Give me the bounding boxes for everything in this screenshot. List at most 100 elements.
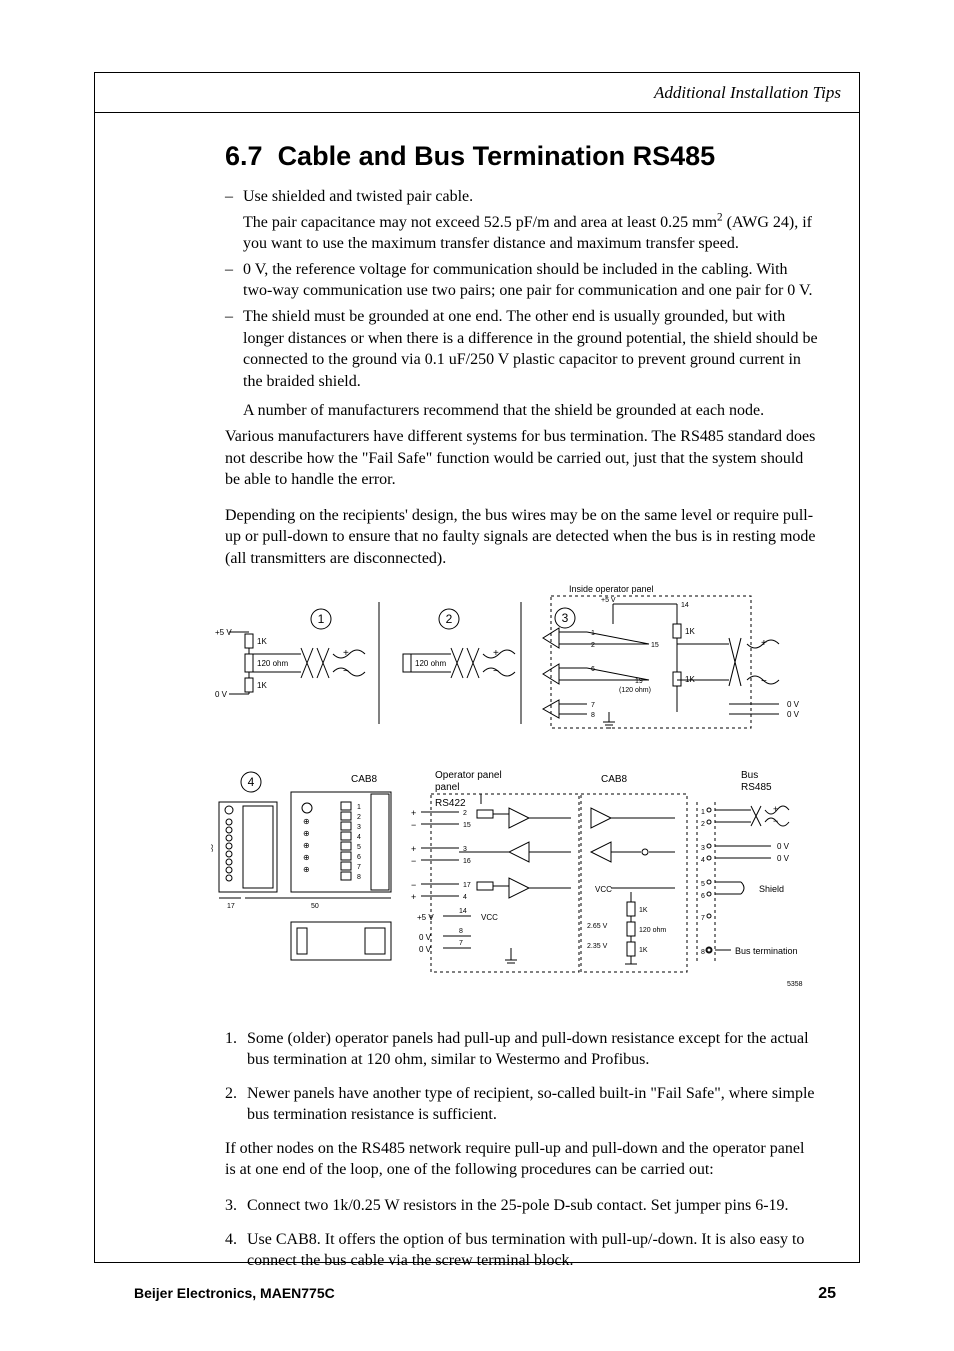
svg-text:1: 1 xyxy=(357,804,361,811)
list-item: Use CAB8. It offers the option of bus te… xyxy=(225,1229,819,1272)
svg-text:2: 2 xyxy=(701,821,705,828)
svg-text:RS485: RS485 xyxy=(741,782,772,793)
svg-text:Bus termination: Bus termination xyxy=(735,946,798,956)
svg-text:8: 8 xyxy=(459,928,463,935)
bullet-text: Use shielded and twisted pair cable. xyxy=(243,188,473,205)
section-title-text: Cable and Bus Termination RS485 xyxy=(278,141,716,171)
list-item: Newer panels have another type of recipi… xyxy=(225,1083,819,1126)
svg-text:2: 2 xyxy=(591,642,595,649)
footer-docid: Beijer Electronics, MAEN775C xyxy=(134,1285,335,1301)
svg-text:1K: 1K xyxy=(639,947,648,954)
header-title: Additional Installation Tips xyxy=(654,83,841,103)
svg-text:6: 6 xyxy=(357,854,361,861)
svg-text:15: 15 xyxy=(651,642,659,649)
page-frame: Additional Installation Tips 6.7 Cable a… xyxy=(94,72,860,1263)
svg-text:16: 16 xyxy=(463,858,471,865)
svg-text:2: 2 xyxy=(446,612,453,626)
svg-text:⊕: ⊕ xyxy=(303,865,310,874)
body-paragraph: Various manufacturers have different sys… xyxy=(225,426,819,491)
svg-text:7: 7 xyxy=(459,940,463,947)
svg-text:7: 7 xyxy=(357,864,361,871)
svg-text:⊕: ⊕ xyxy=(303,841,310,850)
svg-text:−: − xyxy=(411,880,416,890)
svg-text:+: + xyxy=(411,892,416,902)
inside-panel-label: Inside operator panel xyxy=(569,584,654,594)
bullet-sub: The pair capacitance may not exceed 52.5… xyxy=(243,212,819,255)
rs485-diagram: 1 +5 V 1K 120 ohm 1K xyxy=(211,584,819,1014)
post-bullet-indent: A number of manufacturers recommend that… xyxy=(225,400,819,422)
cab8-label: CAB8 xyxy=(351,774,378,785)
svg-text:0 V: 0 V xyxy=(787,710,800,719)
svg-text:3: 3 xyxy=(357,824,361,831)
svg-text:0 V: 0 V xyxy=(777,842,790,851)
svg-text:2: 2 xyxy=(357,814,361,821)
svg-text:7: 7 xyxy=(591,702,595,709)
svg-text:Shield: Shield xyxy=(759,884,784,894)
svg-text:0 V: 0 V xyxy=(419,933,432,942)
svg-text:14: 14 xyxy=(459,908,467,915)
svg-text:4: 4 xyxy=(463,894,467,901)
svg-text:4: 4 xyxy=(248,775,255,789)
bullet-item: 0 V, the reference voltage for communica… xyxy=(225,259,819,302)
svg-text:CAB8: CAB8 xyxy=(601,774,628,785)
svg-text:1K: 1K xyxy=(639,907,648,914)
svg-text:1K: 1K xyxy=(685,627,695,636)
bullet-list: Use shielded and twisted pair cable. The… xyxy=(225,186,819,392)
svg-text:+: + xyxy=(411,844,416,854)
svg-text:19: 19 xyxy=(635,678,643,685)
svg-text:VCC: VCC xyxy=(595,885,612,894)
page-header: Additional Installation Tips xyxy=(95,73,859,113)
svg-text:1: 1 xyxy=(318,612,325,626)
numbered-list-b: Connect two 1k/0.25 W resistors in the 2… xyxy=(225,1195,819,1272)
svg-text:panel: panel xyxy=(435,782,459,793)
bullet-item: Use shielded and twisted pair cable. The… xyxy=(225,186,819,255)
body-paragraph: If other nodes on the RS485 network requ… xyxy=(225,1138,819,1181)
svg-text:5358: 5358 xyxy=(787,981,803,988)
content-area: 6.7 Cable and Bus Termination RS485 Use … xyxy=(95,113,859,1304)
svg-text:0 V: 0 V xyxy=(419,945,432,954)
svg-text:0 V: 0 V xyxy=(215,690,228,699)
body-paragraph: Depending on the recipients' design, the… xyxy=(225,505,819,570)
numbered-list-a: Some (older) operator panels had pull-up… xyxy=(225,1028,819,1126)
svg-text:55: 55 xyxy=(211,844,215,852)
section-number: 6.7 xyxy=(225,141,263,171)
svg-text:(120 ohm): (120 ohm) xyxy=(619,687,651,694)
svg-text:+: + xyxy=(411,808,416,818)
svg-text:4: 4 xyxy=(701,857,705,864)
bullet-item: The shield must be grounded at one end. … xyxy=(225,306,819,392)
svg-text:15: 15 xyxy=(463,822,471,829)
svg-text:8: 8 xyxy=(591,712,595,719)
section-heading: 6.7 Cable and Bus Termination RS485 xyxy=(225,141,819,172)
svg-text:3: 3 xyxy=(562,611,569,625)
svg-text:+5 V: +5 V xyxy=(417,913,434,922)
svg-text:⊕: ⊕ xyxy=(303,829,310,838)
svg-text:17: 17 xyxy=(463,882,471,889)
svg-text:14: 14 xyxy=(681,602,689,609)
svg-text:50: 50 xyxy=(311,903,319,910)
svg-text:17: 17 xyxy=(227,903,235,910)
r-bot-label: 1K xyxy=(257,681,267,690)
svg-text:⊕: ⊕ xyxy=(303,817,310,826)
svg-text:⊕: ⊕ xyxy=(303,853,310,862)
svg-text:7: 7 xyxy=(701,915,705,922)
svg-text:8: 8 xyxy=(357,874,361,881)
page-footer: Beijer Electronics, MAEN775C 25 xyxy=(134,1285,836,1303)
svg-text:5: 5 xyxy=(701,881,705,888)
svg-text:+5 V: +5 V xyxy=(601,597,616,604)
r-mid-label: 120 ohm xyxy=(257,659,288,668)
svg-text:+5 V: +5 V xyxy=(215,628,232,637)
r-top-label: 1K xyxy=(257,637,267,646)
svg-text:1: 1 xyxy=(701,809,705,816)
svg-text:2.65 V: 2.65 V xyxy=(587,923,608,930)
list-item: Some (older) operator panels had pull-up… xyxy=(225,1028,819,1071)
svg-text:0 V: 0 V xyxy=(787,700,800,709)
list-item: Connect two 1k/0.25 W resistors in the 2… xyxy=(225,1195,819,1217)
svg-text:0 V: 0 V xyxy=(777,854,790,863)
svg-text:−: − xyxy=(411,856,416,866)
svg-text:120 ohm: 120 ohm xyxy=(639,927,666,934)
svg-text:−: − xyxy=(411,820,416,830)
svg-text:3: 3 xyxy=(701,845,705,852)
svg-text:RS422: RS422 xyxy=(435,798,466,809)
svg-text:VCC: VCC xyxy=(481,913,498,922)
svg-text:5: 5 xyxy=(357,844,361,851)
